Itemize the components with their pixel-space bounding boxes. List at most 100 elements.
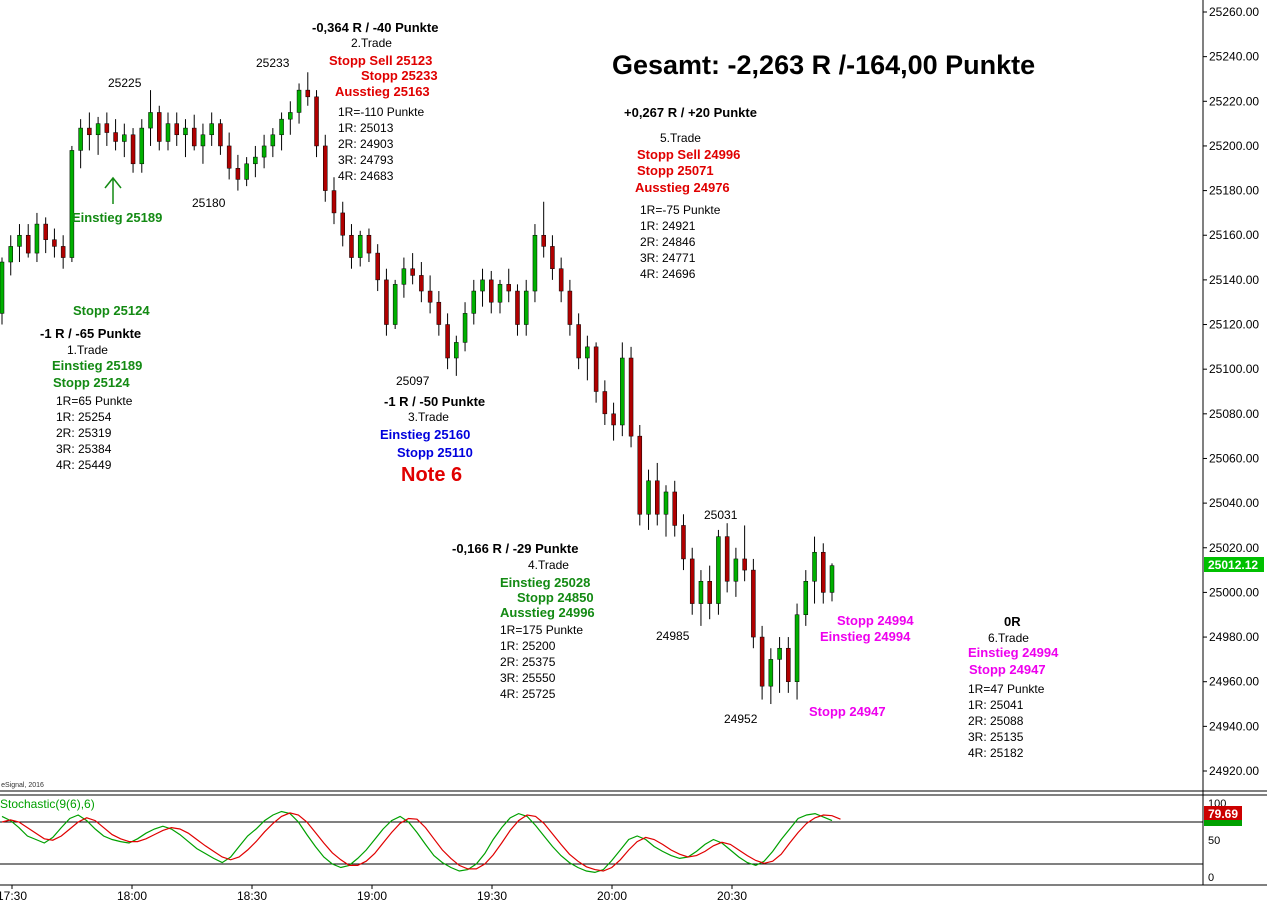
candle: [113, 119, 118, 151]
candle-body: [733, 558, 739, 582]
trade3-name: 3.Trade: [408, 410, 449, 424]
candle-body: [0, 261, 5, 314]
candle: [576, 313, 581, 370]
candle: [148, 90, 153, 146]
candle: [349, 224, 354, 269]
candle: [401, 257, 407, 298]
trade3-entry: Einstieg 25160: [380, 427, 470, 442]
candle-body: [296, 89, 302, 113]
candle: [191, 114, 197, 151]
candle: [681, 514, 686, 571]
candle: [235, 154, 241, 191]
candle-body: [445, 324, 450, 359]
price-tick-label: 24940.00: [1209, 719, 1259, 733]
price-tick-label: 25020.00: [1209, 541, 1259, 555]
trade3-result: -1 R / -50 Punkte: [384, 394, 485, 409]
trade2-target3: 3R: 24793: [338, 153, 394, 167]
candle: [786, 637, 791, 693]
candle-body: [620, 357, 625, 426]
candle-body: [375, 252, 380, 281]
candle: [87, 112, 92, 151]
swing-label-24952: 24952: [724, 712, 758, 726]
time-axis: 17:30 18:00 18:30 19:00 19:30 20:00 20:30: [0, 885, 747, 903]
candle: [375, 244, 380, 292]
candle: [253, 145, 258, 178]
trade2-stop: Stopp 25233: [361, 68, 438, 83]
trade1-stop-tag: Stopp 25124: [73, 303, 150, 318]
candle-body: [558, 268, 564, 292]
candle-body: [25, 234, 31, 254]
candle: [340, 201, 345, 247]
candle-body: [786, 647, 791, 682]
candle: [515, 284, 520, 336]
price-tick-label: 25200.00: [1209, 139, 1259, 153]
candle-body: [602, 391, 608, 415]
trade3-note: Note 6: [401, 464, 462, 486]
candle: [209, 112, 214, 146]
time-tick-label: 19:00: [357, 889, 387, 903]
candle: [410, 253, 415, 285]
candle: [751, 558, 756, 649]
candle-body: [523, 290, 529, 325]
candle-body: [8, 246, 13, 263]
candle: [384, 268, 389, 336]
candle-body: [751, 569, 756, 638]
candle-body: [165, 123, 171, 142]
price-tick-label: 24920.00: [1209, 764, 1259, 778]
candle: [489, 270, 494, 314]
candle: [139, 119, 145, 173]
candle-body: [87, 127, 92, 136]
candle-body: [357, 234, 363, 258]
stoch-scale-50: 50: [1208, 835, 1220, 847]
last-price-tag-bg: [1204, 557, 1264, 572]
candle: [296, 83, 302, 124]
candle: [558, 257, 564, 303]
candle: [78, 119, 83, 169]
candle: [759, 625, 765, 700]
price-tick-label: 25100.00: [1209, 362, 1259, 376]
candle: [821, 543, 826, 604]
candle-body: [462, 313, 468, 343]
candle: [218, 119, 223, 155]
candle: [768, 648, 774, 705]
candle: [794, 603, 800, 700]
candle-body: [279, 118, 284, 136]
candle-body: [829, 565, 835, 593]
candle: [157, 105, 162, 151]
candle-body: [200, 134, 206, 147]
trade2-name: 2.Trade: [351, 36, 392, 50]
candle-body: [253, 156, 258, 165]
candle: [69, 145, 75, 263]
trade6-target3: 3R: 25135: [968, 730, 1024, 744]
candle: [445, 313, 450, 370]
trade5-exit: Ausstieg 24976: [635, 180, 730, 195]
candle: [427, 275, 433, 314]
candle-body: [183, 127, 188, 136]
stoch-scale-0: 0: [1208, 872, 1214, 884]
candle-body: [148, 112, 153, 129]
trade4-exit: Ausstieg 24996: [500, 605, 595, 620]
swing-label-25225: 25225: [108, 76, 142, 90]
candle-body: [174, 123, 179, 136]
trade2-target1: 1R: 25013: [338, 121, 394, 135]
swing-label-25097: 25097: [396, 374, 430, 388]
candle-body: [681, 525, 686, 560]
time-tick-label: 20:30: [717, 889, 747, 903]
candle: [541, 201, 546, 258]
candle-body: [323, 145, 328, 191]
trade5-r: 1R=-75 Punkte: [640, 203, 721, 217]
trade6-stop: Stopp 24947: [969, 662, 1046, 677]
candle: [716, 529, 721, 615]
candle: [698, 570, 704, 626]
candle: [462, 302, 468, 352]
trade6-entry: Einstieg 24994: [968, 645, 1059, 660]
candle-body: [759, 636, 765, 687]
candle: [357, 230, 363, 267]
candle-body: [235, 168, 241, 180]
candle: [672, 480, 677, 537]
price-tick-label: 25220.00: [1209, 94, 1259, 108]
candle-body: [226, 145, 232, 169]
candle-body: [742, 558, 747, 571]
candle-body: [497, 284, 503, 303]
